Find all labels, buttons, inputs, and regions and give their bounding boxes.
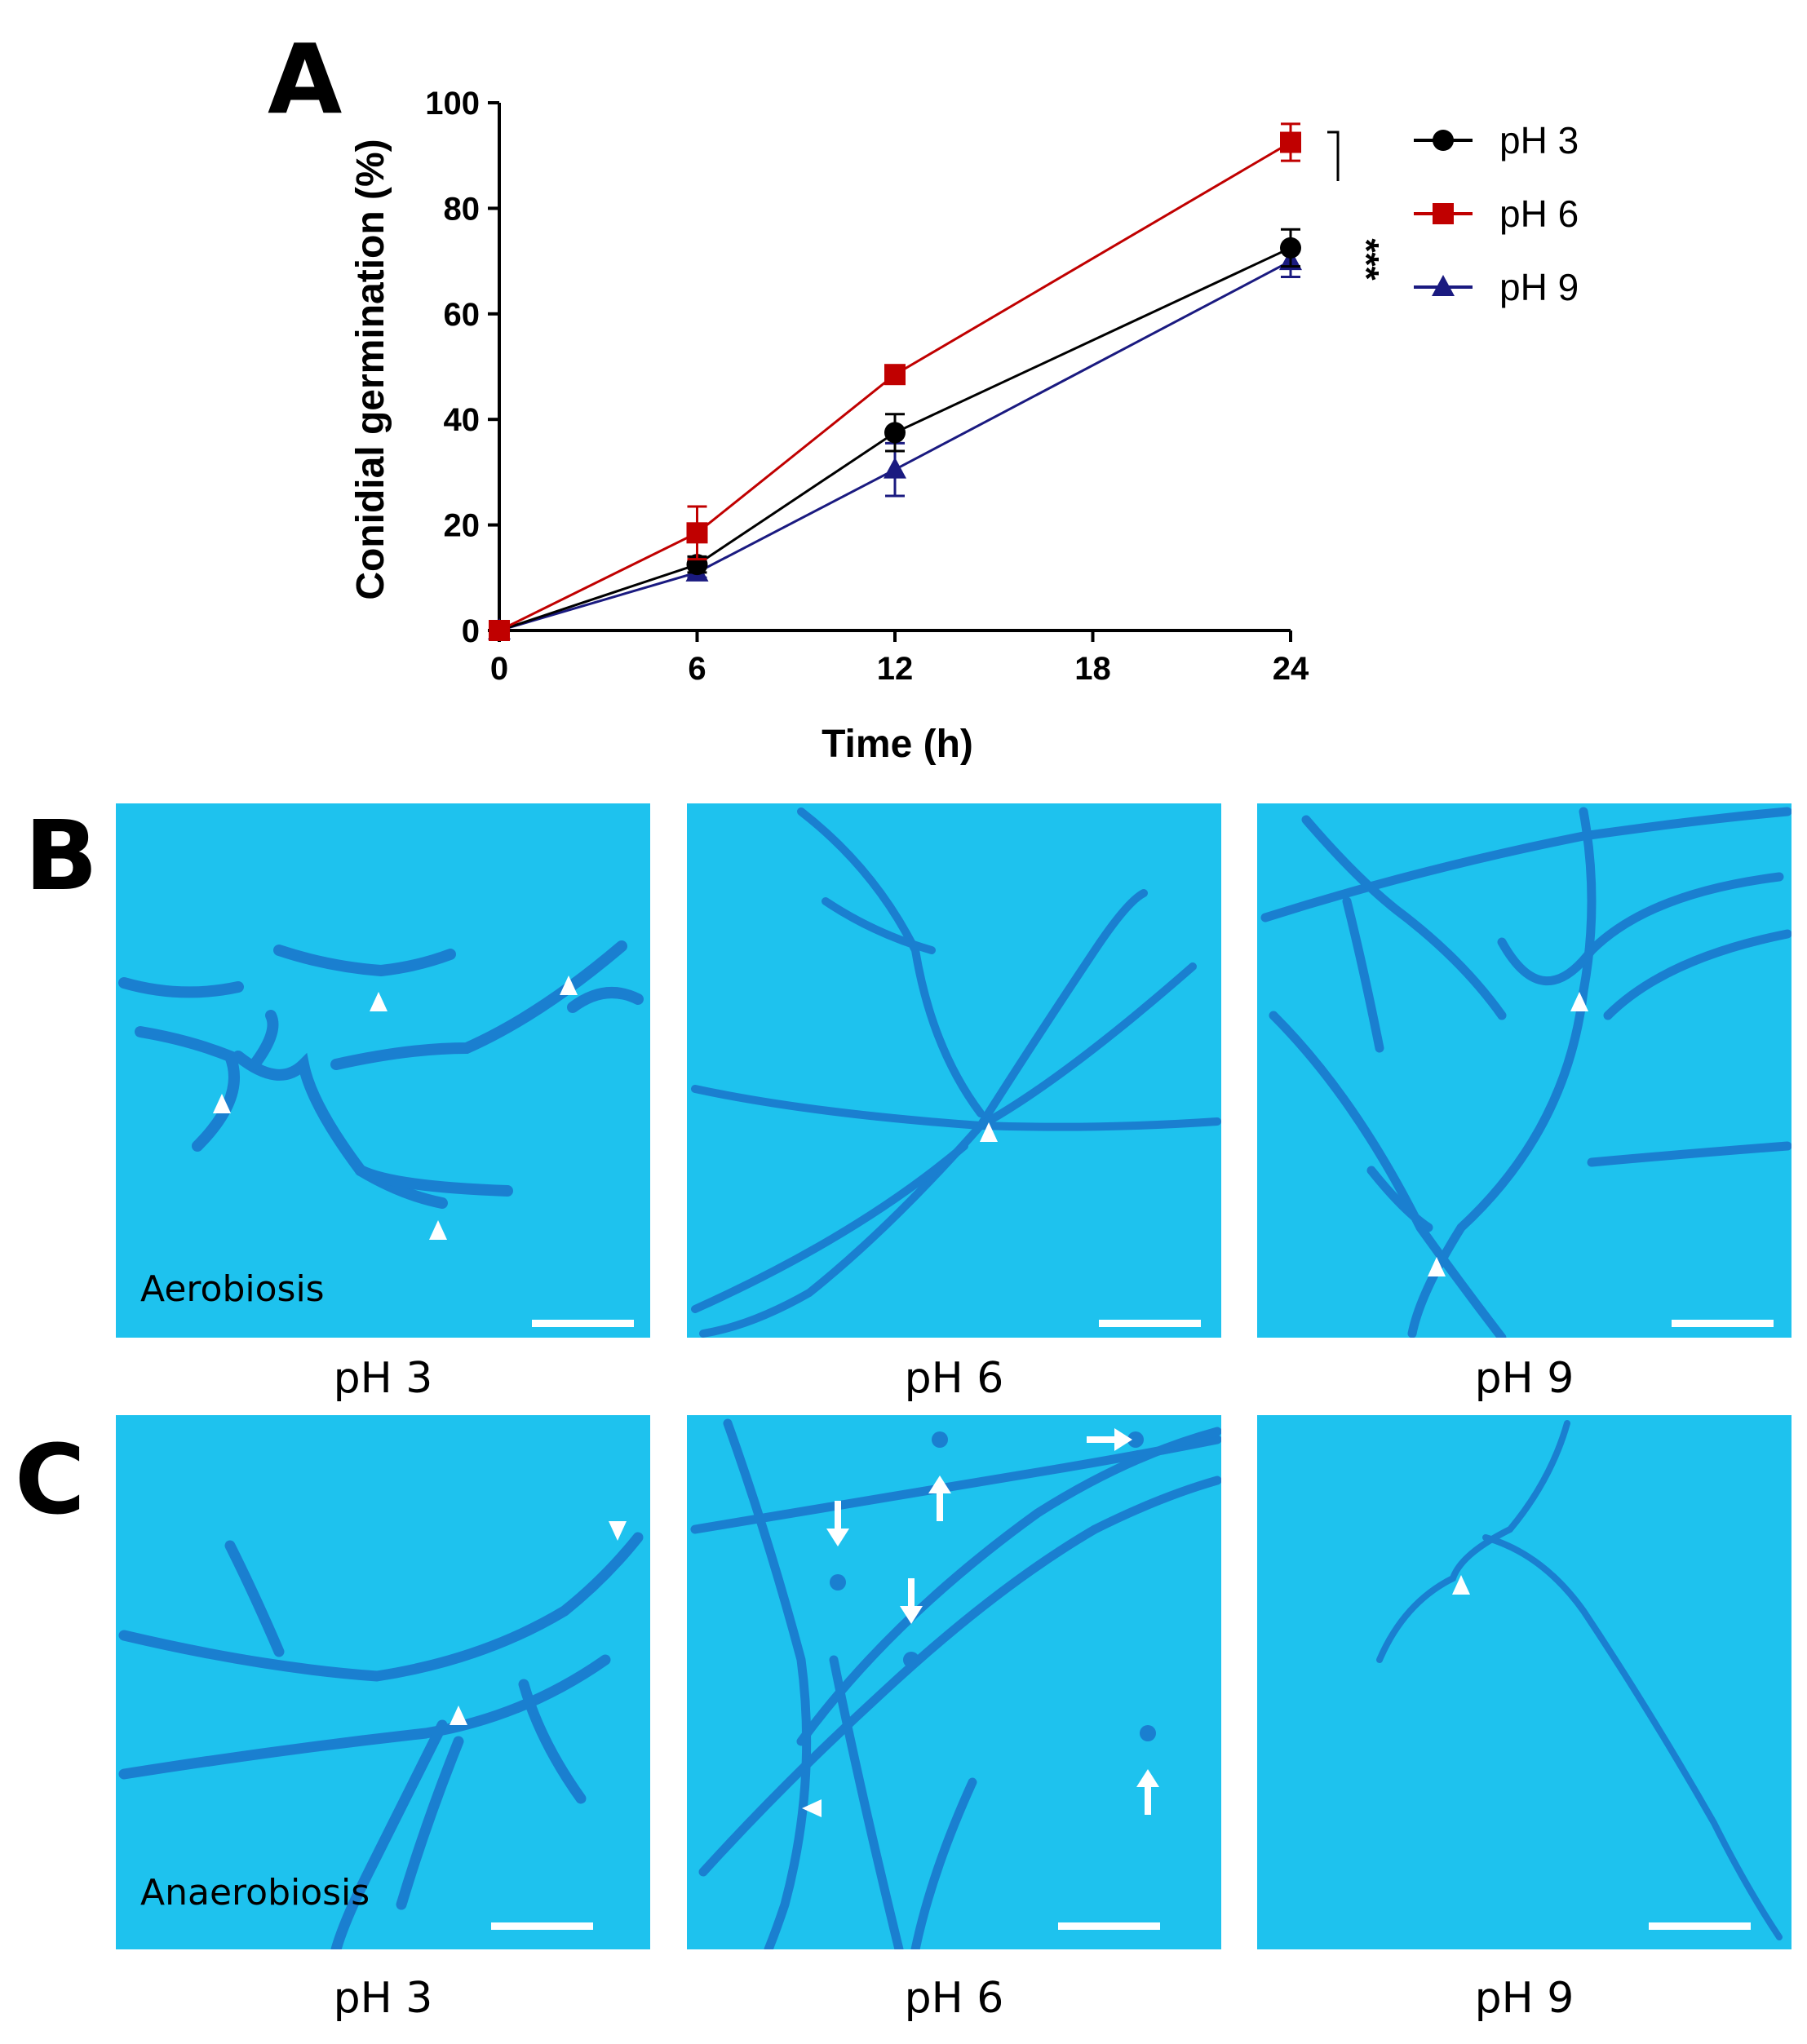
series-line [498,246,1291,632]
arrowhead-marker [1452,1575,1470,1595]
caption-b-ph6: pH 6 [904,1354,1004,1403]
x-tick-label: 24 [1273,651,1309,687]
caption-b-ph9: pH 9 [1474,1354,1574,1403]
y-tick-label: 100 [425,86,480,122]
series-line [498,259,1291,632]
micrograph-b-ph3: Aerobiosis [116,803,650,1338]
data-point [1280,237,1301,259]
scale-bar [532,1320,634,1327]
caption-b-ph3: pH 3 [333,1354,433,1403]
arrow-marker [928,1475,951,1521]
x-tick-label: 18 [1074,651,1111,687]
y-tick-label: 60 [444,297,481,333]
y-tick-label: 20 [444,508,481,544]
data-point [489,620,510,641]
caption-c-ph3: pH 3 [333,1974,433,2023]
arrowhead-marker [609,1521,627,1541]
anaerobiosis-label: Anaerobiosis [140,1872,370,1913]
chart-series-layer [488,122,1302,641]
data-point [884,422,906,444]
panel-letter-c: C [15,1423,86,1536]
scale-bar [1099,1320,1201,1327]
data-point [686,522,708,544]
hyphae-image [690,1418,1221,1949]
scale-bar [1672,1320,1774,1327]
micrograph-c-ph9 [1257,1415,1791,1949]
series-line [498,141,1291,632]
arrow-marker [900,1578,923,1624]
chart-legend: pH 3 pH 6 pH 9 [1414,119,1579,308]
caption-c-ph9: pH 9 [1474,1974,1574,2023]
x-tick-label: 0 [490,651,508,687]
arrowhead-marker [802,1799,822,1817]
chart-axes: 0 20 40 60 80 100 0 6 12 18 24 [425,86,1309,687]
legend-label: pH 9 [1499,266,1579,308]
caption-c-ph6: pH 6 [904,1974,1004,2023]
significance-stars: *** [1346,238,1386,281]
arrowhead-marker [429,1220,447,1240]
significance-bracket [1327,131,1340,181]
hyphae-image [691,807,1221,1338]
legend-label: pH 6 [1499,192,1579,235]
scale-bar [1058,1922,1160,1930]
legend-marker [1433,203,1454,224]
hyphae-image [118,940,644,1240]
hyphae-image [118,1521,644,1949]
x-tick-label: 6 [688,651,706,687]
legend-marker [1432,275,1455,296]
aerobiosis-label: Aerobiosis [140,1268,325,1310]
micrograph-c-ph6 [687,1415,1221,1949]
y-tick-label: 0 [462,613,480,649]
panel-letter-a: A [268,23,343,135]
arrowhead-marker [370,992,388,1011]
micrograph-c-ph3: Anaerobiosis [116,1415,650,1949]
legend-marker [1433,130,1454,151]
arrowhead-marker [213,1094,231,1113]
arrowhead-marker [560,976,578,995]
y-tick-label: 40 [444,402,481,438]
panel-letter-b: B [24,799,98,912]
micrograph-b-ph9 [1257,803,1791,1338]
hyphae-image [1260,807,1791,1338]
x-axis-label: Time (h) [822,723,973,766]
data-point [1280,131,1301,153]
series-ph-3 [489,228,1301,641]
scale-bar [491,1922,593,1930]
micrograph-b-ph6 [687,803,1221,1338]
data-point [884,364,906,386]
arrow-marker [1087,1428,1132,1451]
y-axis-label: Conidial germination (%) [349,139,392,599]
arrowhead-marker [450,1706,467,1725]
arrow-marker [1136,1769,1159,1815]
legend-label: pH 3 [1499,119,1579,161]
germination-chart: 0 20 40 60 80 100 0 6 12 18 24 pH 3 pH 6 pH 9 Time (… [349,86,1579,766]
y-tick-label: 80 [444,191,481,227]
arrowhead-marker [1570,992,1588,1011]
scale-bar [1649,1922,1751,1930]
x-tick-label: 12 [877,651,914,687]
series-ph-6 [489,122,1301,641]
arrow-marker [826,1501,849,1546]
data-point [884,457,906,479]
arrowhead-marker [1428,1257,1446,1276]
hyphae-image [1376,1420,1783,1940]
arrowhead-marker [980,1122,998,1142]
